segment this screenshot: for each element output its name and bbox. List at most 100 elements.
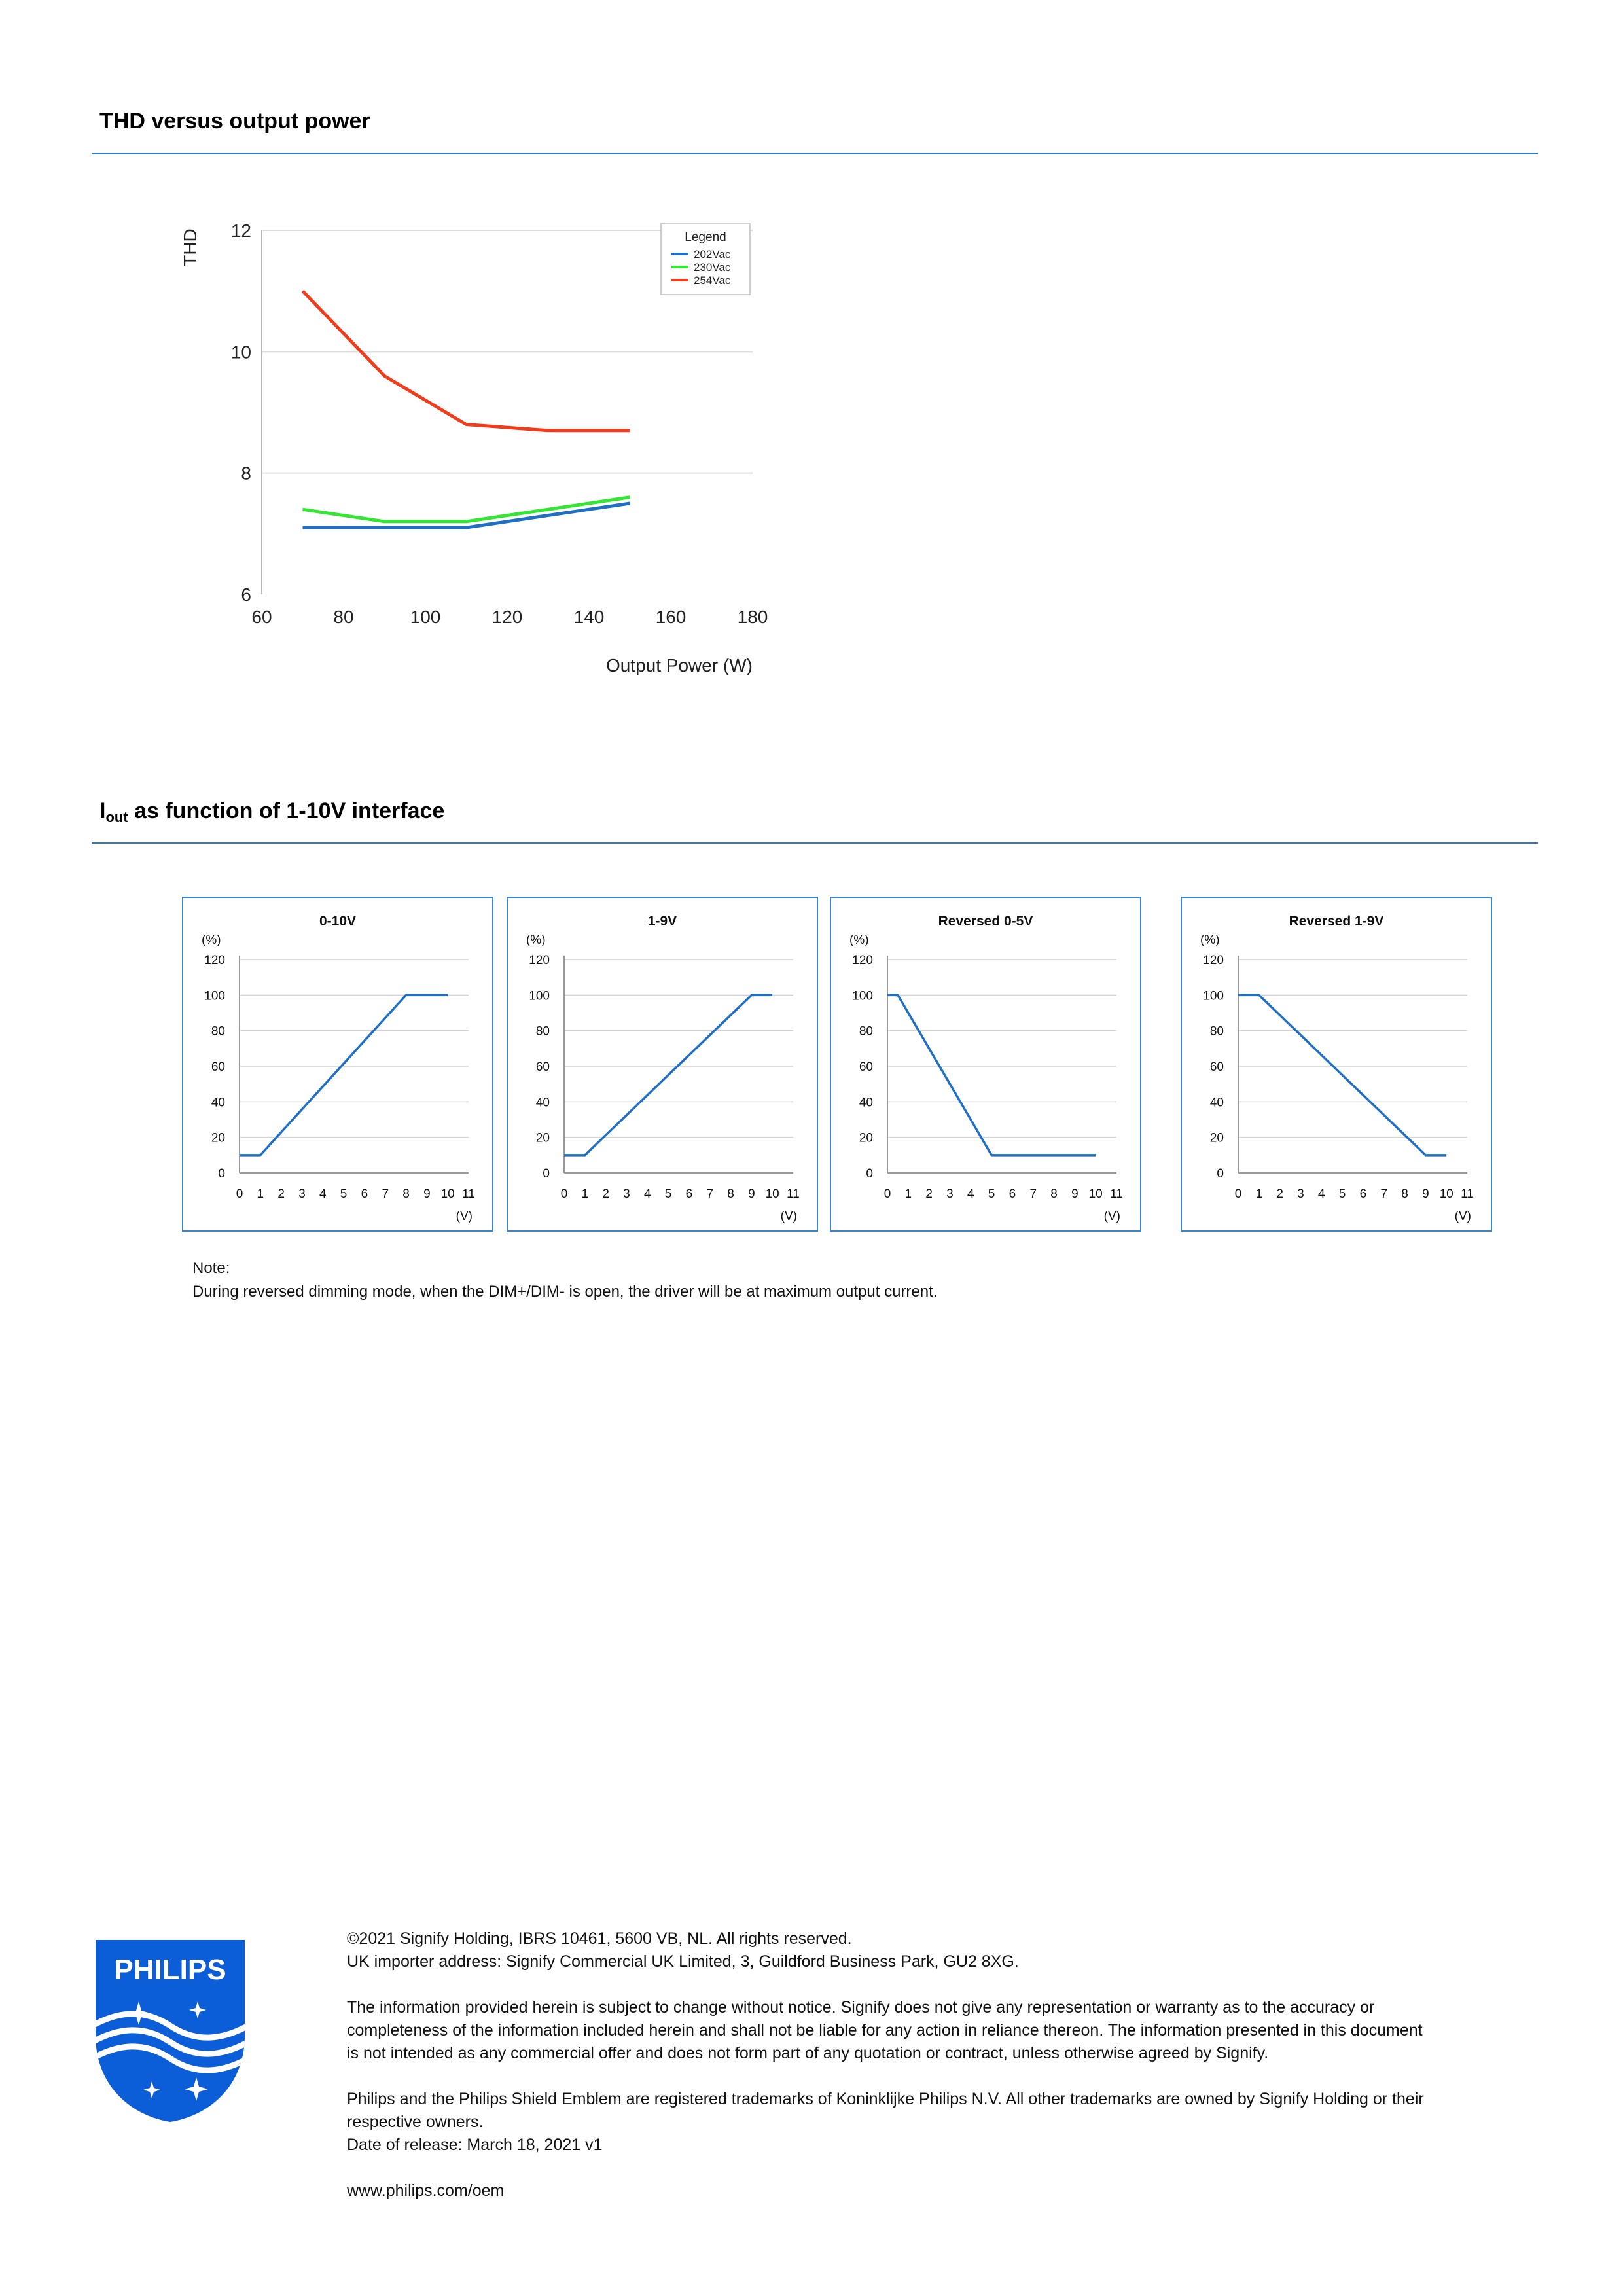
dim-xtick-label: 3: [623, 1187, 630, 1201]
dim-ytick-label: 40: [536, 1096, 550, 1109]
thd-xtick-label: 180: [738, 607, 768, 627]
thd-xtick-label: 160: [656, 607, 687, 627]
dim-y-unit-label: (%): [202, 933, 221, 947]
dim-xtick-label: 9: [748, 1187, 755, 1201]
dim-xtick-label: 8: [1050, 1187, 1058, 1201]
note-text: During reversed dimming mode, when the D…: [192, 1283, 938, 1300]
thd-x-axis-label: Output Power (W): [606, 655, 753, 675]
footer-text: ©2021 Signify Holding, IBRS 10461, 5600 …: [347, 1928, 1525, 2202]
dim-ytick-label: 40: [859, 1096, 873, 1109]
dim-ytick-label: 20: [1210, 1132, 1224, 1145]
dim-xtick-label: 8: [727, 1187, 734, 1201]
footer-trademark-1: Philips and the Philips Shield Emblem ar…: [347, 2090, 1424, 2108]
dim-xtick-label: 2: [602, 1187, 609, 1201]
iout-section-title: Iout as function of 1-10V interface: [99, 798, 444, 826]
dim-xtick-label: 1: [1256, 1187, 1263, 1201]
note-label: Note:: [192, 1259, 230, 1277]
iout-title-i: I: [99, 798, 106, 823]
dim-xtick-label: 1: [257, 1187, 264, 1201]
thd-y-axis-label: THD: [180, 228, 200, 266]
dim-ytick-label: 40: [211, 1096, 225, 1109]
dim-xtick-label: 6: [686, 1187, 693, 1201]
dim-x-unit-label: (V): [781, 1210, 797, 1223]
thd-legend-box: [660, 223, 751, 295]
thd-ytick-label: 10: [231, 342, 251, 362]
philips-logo-text: PHILIPS: [114, 1954, 226, 1986]
dim-xtick-label: 1: [582, 1187, 589, 1201]
dim-ytick-label: 100: [204, 989, 225, 1003]
iout-title-sub: out: [105, 809, 128, 825]
thd-legend-label: 254Vac: [694, 274, 731, 287]
dim-ytick-label: 20: [859, 1132, 873, 1145]
thd-section-title: THD versus output power: [99, 109, 370, 134]
dim-xtick-label: 6: [1360, 1187, 1367, 1201]
dim-ytick-label: 120: [852, 954, 873, 967]
dim-ytick-label: 20: [536, 1132, 550, 1145]
thd-series-line-202Vac: [302, 501, 630, 529]
dim-panel-title: 0-10V: [319, 914, 356, 929]
dim-xtick-label: 4: [967, 1187, 974, 1201]
dim-ytick-label: 60: [536, 1060, 550, 1074]
dim-panel-0-10v: 0-10V (%) 0 20 40 60 80 100 120 0 1 2 3 4 5 6 7 8 9 10 11 (V): [182, 897, 493, 1232]
dim-xtick-label: 11: [1461, 1187, 1474, 1201]
dim-xtick-label: 0: [561, 1187, 568, 1201]
dim-xtick-label: 3: [1297, 1187, 1304, 1201]
thd-xtick-label: 100: [410, 607, 441, 627]
dim-xtick-label: 5: [1339, 1187, 1346, 1201]
dim-xtick-label: 4: [644, 1187, 651, 1201]
thd-ytick-label: 8: [241, 463, 251, 484]
dim-xtick-label: 3: [946, 1187, 954, 1201]
thd-xtick-label: 140: [574, 607, 605, 627]
footer-url-link[interactable]: www.philips.com/oem: [347, 2181, 505, 2200]
dim-xtick-label: 9: [1071, 1187, 1079, 1201]
dim-xtick-label: 2: [925, 1187, 933, 1201]
dim-xtick-label: 7: [706, 1187, 713, 1201]
dim-x-unit-label: (V): [456, 1210, 473, 1223]
thd-legend-label: 230Vac: [694, 261, 731, 274]
thd-legend-label: 202Vac: [694, 248, 731, 260]
dim-panel-reversed-1-9v: Reversed 1-9V (%) 0 20 40 60 80 100 120 0 1 2 3 4 5 6 7 8…: [1181, 897, 1492, 1232]
dim-ytick-label: 0: [866, 1167, 873, 1181]
footer-trademark-2: respective owners.: [347, 2113, 484, 2131]
philips-shield-logo: PHILIPS: [96, 1940, 245, 2122]
dim-ytick-label: 0: [1217, 1167, 1224, 1181]
dim-xtick-label: 7: [1029, 1187, 1037, 1201]
thd-chart: 6 8 10 12 60 80 100 120 140 160 180 THD Output Power…: [180, 221, 768, 675]
dim-panel-title: Reversed 1-9V: [1289, 914, 1384, 929]
thd-series-line-254Vac: [301, 289, 630, 433]
dim-curve-line: [887, 994, 1096, 1157]
dim-xtick-label: 9: [1422, 1187, 1429, 1201]
thd-ytick-label: 6: [241, 584, 251, 605]
dim-xtick-label: 4: [1318, 1187, 1325, 1201]
dim-ytick-label: 60: [1210, 1060, 1224, 1074]
dim-ytick-label: 40: [1210, 1096, 1224, 1109]
dim-ytick-label: 60: [211, 1060, 225, 1074]
dim-xtick-label: 7: [1380, 1187, 1387, 1201]
footer-disclaimer-3: is not intended as any commercial offer …: [347, 2044, 1269, 2062]
dim-ytick-label: 120: [529, 954, 550, 967]
dim-xtick-label: 9: [423, 1187, 431, 1201]
dim-xtick-label: 7: [382, 1187, 389, 1201]
dim-xtick-label: 11: [787, 1187, 800, 1201]
thd-xtick-label: 80: [333, 607, 353, 627]
dim-xtick-label: 10: [766, 1187, 779, 1201]
thd-legend-title: Legend: [685, 230, 726, 244]
dim-panel-title: Reversed 0-5V: [938, 914, 1033, 929]
dim-xtick-label: 5: [988, 1187, 995, 1201]
dim-ytick-label: 20: [211, 1132, 225, 1145]
dim-xtick-label: 0: [884, 1187, 891, 1201]
dim-ytick-label: 100: [529, 989, 550, 1003]
dim-y-unit-label: (%): [849, 933, 869, 947]
dim-xtick-label: 2: [1276, 1187, 1283, 1201]
dim-xtick-label: 8: [1401, 1187, 1408, 1201]
dim-ytick-label: 100: [1203, 989, 1224, 1003]
dim-xtick-label: 5: [665, 1187, 672, 1201]
dim-xtick-label: 11: [462, 1187, 475, 1201]
dim-ytick-label: 120: [1203, 954, 1224, 967]
dim-y-unit-label: (%): [1200, 933, 1220, 947]
thd-series-line-230Vac: [302, 495, 630, 524]
thd-xtick-label: 120: [492, 607, 523, 627]
iout-section-rule: [92, 842, 1538, 844]
thd-xtick-label: 60: [251, 607, 272, 627]
dim-ytick-label: 80: [859, 1025, 873, 1039]
